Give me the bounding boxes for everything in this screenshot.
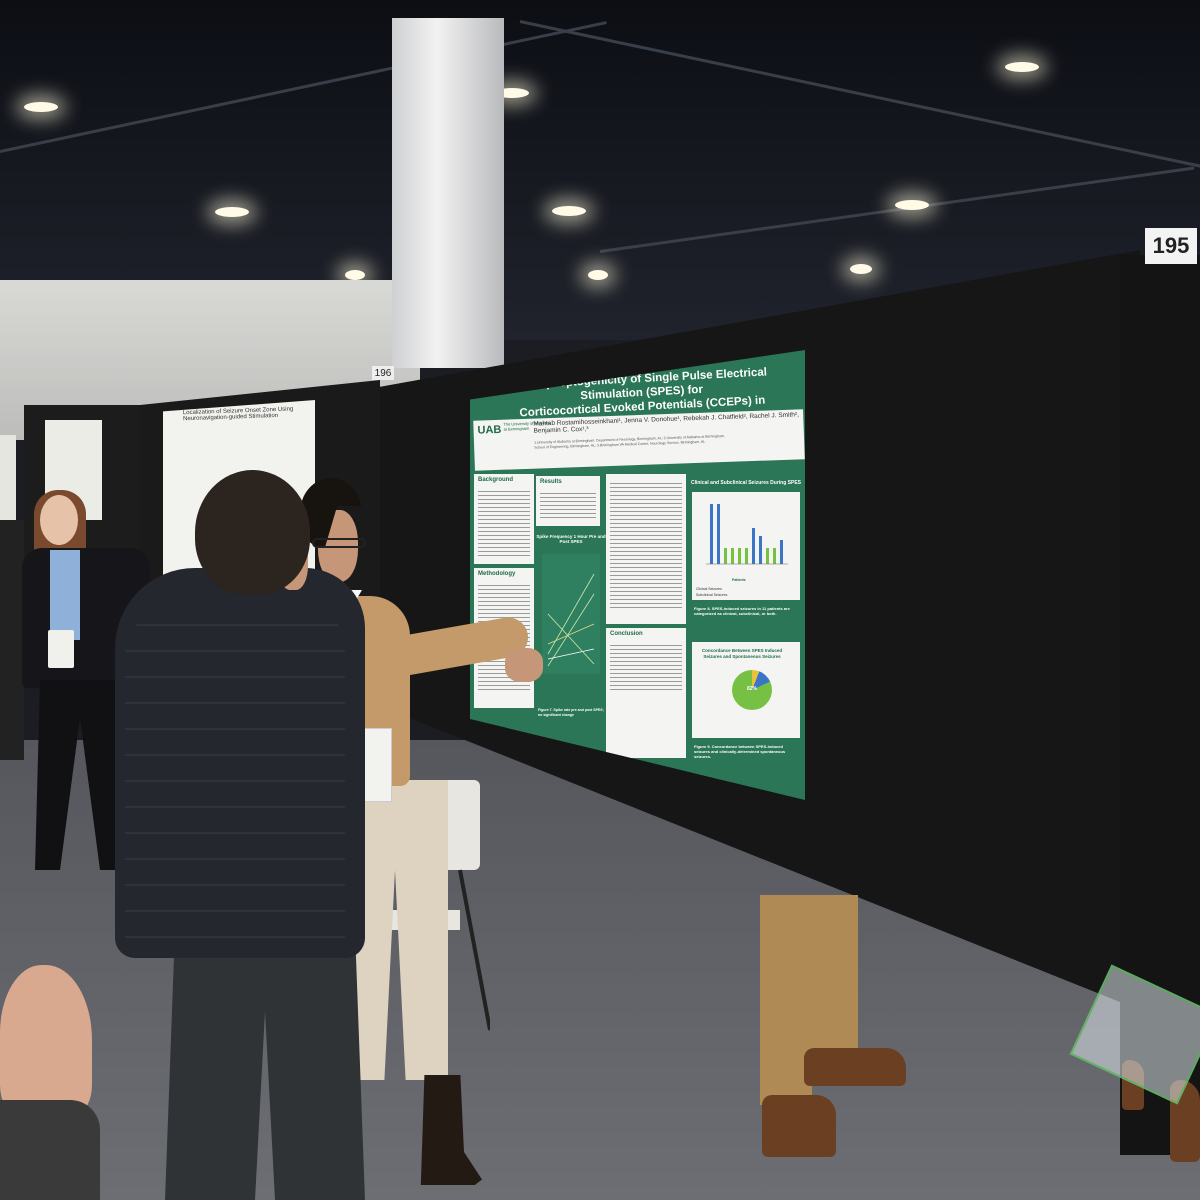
ceiling-light	[24, 102, 58, 112]
leg	[808, 895, 858, 1055]
poster-affiliations: 1.University of Alabama at Birmingham, D…	[533, 434, 725, 450]
ceiling-light	[895, 200, 929, 210]
section-text-lines	[610, 642, 682, 692]
line-chart-series-line	[547, 593, 595, 667]
figure-9-caption: Figure 9. Concordance between SPES-induc…	[692, 742, 800, 782]
bar-subclinical	[724, 548, 727, 564]
shoe	[762, 1095, 836, 1157]
bar-subclinical	[766, 548, 769, 564]
ceiling-light	[850, 264, 872, 274]
ceiling-light	[1005, 62, 1039, 72]
booth-number-195: 195	[1145, 228, 1197, 264]
bar-subclinical	[731, 548, 734, 564]
foreground-sleeve	[0, 1100, 100, 1200]
bar-clinical	[780, 540, 783, 564]
foreground-hand	[0, 965, 92, 1115]
line-chart-caption: Figure 7. Spike rate pre and post SPES; …	[538, 708, 604, 717]
bar-clinical	[717, 504, 720, 564]
pillar	[392, 18, 504, 368]
line-chart-series-line	[547, 613, 595, 665]
section-text-lines	[610, 480, 682, 610]
ceiling-light	[495, 88, 529, 98]
section-text-lines	[540, 490, 596, 520]
bar-clinical	[759, 536, 762, 564]
pie-chart-label: 82%	[747, 686, 758, 692]
pie-chart-title: Concordance Between SPES Induced Seizure…	[701, 648, 783, 659]
chair-leg	[458, 869, 490, 1031]
bar-chart-title-band: Clinical and Subclinical Seizures During…	[690, 478, 802, 490]
poster-far-edge	[0, 435, 16, 525]
bar-chart-title: Clinical and Subclinical Seizures During…	[690, 480, 802, 486]
line-chart	[542, 554, 600, 674]
shoe	[804, 1048, 906, 1086]
section-heading: Conclusion	[610, 631, 643, 637]
ceiling-light	[552, 206, 586, 216]
line-chart-title: Spike Frequency 1 Hour Pre and Post SPES	[536, 534, 606, 544]
line-chart-panel: Spike Frequency 1 Hour Pre and Post SPES…	[536, 530, 606, 720]
hair	[195, 470, 310, 595]
bar-subclinical	[738, 548, 741, 564]
bar-chart-xlabel: Patients	[732, 578, 746, 582]
section-background: Background	[474, 474, 534, 564]
section-results-list	[606, 474, 686, 624]
person-far-left	[0, 520, 24, 760]
pie-chart	[732, 670, 772, 710]
bar-chart	[706, 504, 788, 565]
pie-chart-panel: Concordance Between SPES Induced Seizure…	[692, 642, 800, 738]
ceiling-light	[345, 270, 365, 280]
jacket-quilting	[125, 600, 345, 950]
shirt	[50, 550, 80, 640]
face	[40, 495, 78, 545]
ceiling-truss	[0, 21, 607, 153]
section-conclusion: Conclusion	[606, 628, 686, 758]
bar-chart-legend: Clinical Seizures Subclinical Seizures	[696, 586, 727, 598]
research-poster: The Epileptogenicity of Single Pulse Ele…	[470, 350, 805, 800]
leg	[760, 895, 812, 1105]
hand	[505, 648, 543, 682]
bar-subclinical	[773, 548, 776, 564]
bar-chart-panel: Patients Clinical Seizures Subclinical S…	[692, 492, 800, 600]
bar-subclinical	[745, 548, 748, 564]
ceiling-light	[588, 270, 608, 280]
uab-logo: UAB	[477, 423, 502, 437]
glasses	[312, 538, 366, 548]
bar-clinical	[710, 504, 713, 564]
line-chart-series-line	[547, 648, 595, 660]
bar-clinical	[752, 528, 755, 564]
section-heading: Results	[540, 479, 562, 485]
section-results: Results	[536, 476, 600, 526]
section-heading: Background	[478, 477, 514, 483]
legend-subclinical: Subclinical Seizures	[696, 593, 728, 597]
poster-header-band: UAB The University of Alabama at Birming…	[473, 409, 805, 471]
section-heading: Methodology	[478, 571, 516, 577]
ceiling-truss	[519, 20, 1200, 169]
line-chart-series-line	[547, 623, 595, 645]
ceiling-light	[215, 207, 249, 217]
legend-clinical: Clinical Seizures	[696, 587, 722, 591]
figure-8-caption: Figure 8. SPES-induced seizures in 11 pa…	[692, 604, 800, 638]
ceiling-truss	[599, 166, 1195, 253]
name-badge	[48, 630, 74, 668]
section-text-lines	[478, 488, 530, 558]
booth-number-196: 196	[372, 366, 394, 380]
